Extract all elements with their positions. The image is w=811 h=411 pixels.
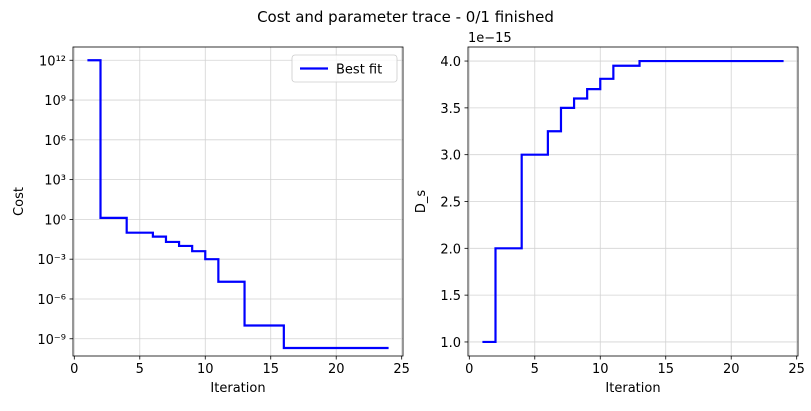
x-tick-label: 25 — [788, 362, 805, 377]
y-axis-label: Cost — [12, 187, 27, 216]
x-tick-label: 15 — [262, 362, 279, 377]
y-tick-label: 10⁶ — [44, 134, 66, 149]
x-tick-label: 15 — [657, 362, 674, 377]
y-tick-label: 1.5 — [440, 289, 461, 304]
x-tick-label: 5 — [136, 362, 144, 377]
x-axis-label: Iteration — [210, 381, 265, 396]
series-line — [87, 59, 389, 350]
y-tick-label: 10⁹ — [44, 94, 66, 109]
x-tick-label: 0 — [465, 362, 473, 377]
parameter-plot: 0 5 10 15 20 25 1.0 1.5 2.0 2.5 3.0 3.5 4.0 Iteration… — [414, 31, 805, 396]
y-tick-label: 1.0 — [440, 336, 461, 351]
y-tick-label: 3.0 — [440, 149, 461, 164]
x-tick-label: 20 — [328, 362, 345, 377]
figure-title: Cost and parameter trace - 0/1 finished — [257, 8, 554, 26]
y-tick-label: 2.0 — [440, 242, 461, 257]
y-offset-label: 1e−15 — [468, 31, 512, 46]
y-tick-label: 10⁻⁶ — [37, 293, 66, 308]
y-tick-label: 10⁻⁹ — [37, 333, 66, 348]
x-tick-label: 5 — [531, 362, 539, 377]
x-tick-label: 0 — [70, 362, 78, 377]
y-tick-label: 2.5 — [440, 196, 461, 211]
y-axis-label: D_s — [414, 190, 429, 214]
series-line — [482, 59, 784, 344]
y-tick-label: 10¹² — [39, 54, 66, 69]
cost-plot: 0 5 10 15 20 25 10⁻⁹ 10⁻⁶ 10⁻³ 10⁰ 10³ 10⁶ 10⁹ 10¹² It… — [12, 46, 410, 396]
axes-frame — [72, 46, 404, 357]
x-tick-label: 10 — [197, 362, 214, 377]
x-tick-label: 25 — [393, 362, 410, 377]
x-tick-label: 20 — [723, 362, 740, 377]
legend: Best fit — [291, 54, 398, 83]
x-tick-label: 10 — [592, 362, 609, 377]
y-tick-label: 4.0 — [440, 55, 461, 70]
legend-box — [291, 54, 398, 83]
x-axis-label: Iteration — [605, 381, 660, 396]
y-tick-label: 10⁻³ — [37, 253, 66, 268]
legend-label: Best fit — [336, 63, 382, 78]
y-tick-label: 10³ — [44, 174, 66, 189]
y-tick-label: 10⁰ — [44, 213, 66, 228]
y-tick-label: 3.5 — [440, 102, 461, 117]
